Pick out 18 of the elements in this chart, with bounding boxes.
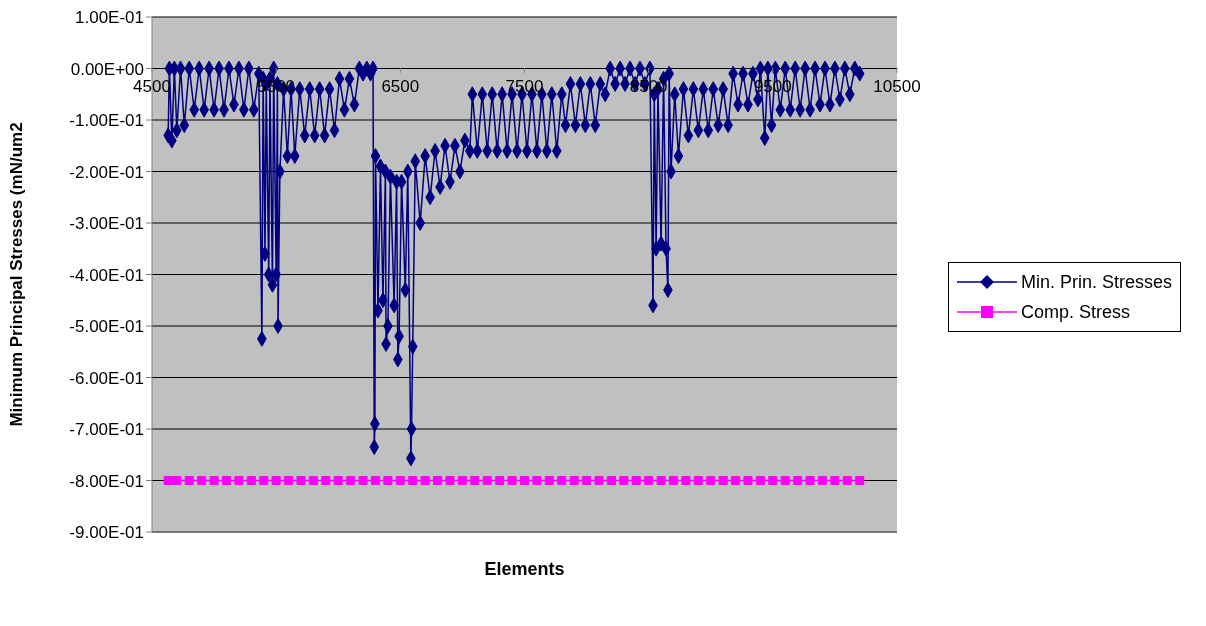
- y-tick-label: 0.00E+00: [70, 59, 144, 79]
- y-tick-label: -3.00E-01: [69, 214, 144, 234]
- y-tick-label: -6.00E-01: [69, 368, 144, 388]
- y-tick-label: -5.00E-01: [69, 317, 144, 337]
- x-tick-label: 6500: [381, 76, 420, 96]
- legend-label: Comp. Stress: [1021, 301, 1131, 323]
- y-tick-label: -8.00E-01: [69, 471, 144, 491]
- y-tick-label: -4.00E-01: [69, 265, 144, 285]
- x-axis-title: Elements: [484, 559, 565, 579]
- y-tick-label: 1.00E-01: [75, 8, 144, 28]
- y-tick-label: -2.00E-01: [69, 162, 144, 182]
- y-axis-title: Minimum Principal Stresses (mN/um2: [7, 122, 27, 427]
- y-tick-label: -1.00E-01: [69, 111, 144, 131]
- y-tick-label: -7.00E-01: [69, 420, 144, 440]
- y-tick-label: -9.00E-01: [69, 523, 144, 543]
- legend-label: Min. Prin. Stresses: [1021, 271, 1173, 293]
- x-tick-label: 10500: [873, 76, 921, 96]
- x-tick-label: 7500: [505, 76, 544, 96]
